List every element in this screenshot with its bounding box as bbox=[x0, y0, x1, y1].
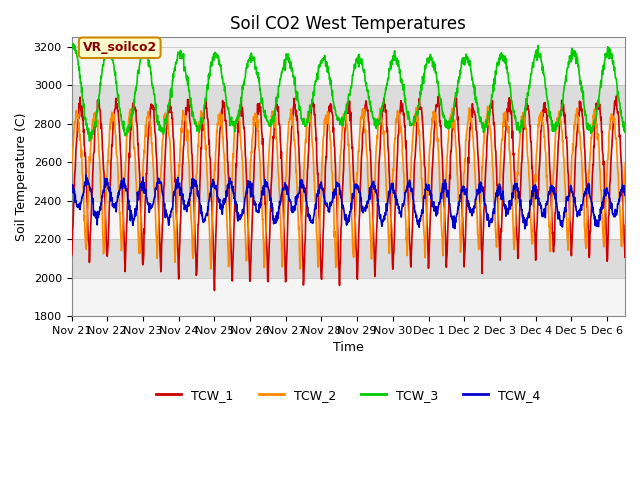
Line: TCW_4: TCW_4 bbox=[72, 175, 640, 229]
TCW_4 bbox=[157, 180, 165, 185]
TCW_4 bbox=[82, 172, 90, 178]
TCW_3 bbox=[493, 65, 500, 71]
Line: TCW_3: TCW_3 bbox=[72, 44, 640, 141]
TCW_3 bbox=[68, 46, 76, 52]
TCW_3 bbox=[639, 49, 640, 55]
TCW_3 bbox=[577, 82, 584, 87]
TCW_3 bbox=[158, 129, 166, 134]
TCW_1 bbox=[157, 269, 164, 275]
TCW_2 bbox=[332, 264, 340, 270]
TCW_3 bbox=[332, 113, 340, 119]
TCW_1 bbox=[492, 162, 500, 168]
TCW_3 bbox=[343, 108, 351, 114]
TCW_3 bbox=[86, 138, 93, 144]
TCW_1 bbox=[576, 106, 584, 112]
Y-axis label: Soil Temperature (C): Soil Temperature (C) bbox=[15, 112, 28, 241]
TCW_4 bbox=[343, 222, 351, 228]
TCW_4 bbox=[639, 190, 640, 195]
TCW_2 bbox=[343, 126, 351, 132]
TCW_2 bbox=[577, 137, 584, 143]
TCW_2 bbox=[493, 244, 500, 250]
TCW_1 bbox=[332, 179, 340, 184]
TCW_1 bbox=[343, 109, 351, 115]
TCW_3 bbox=[68, 41, 76, 47]
Title: Soil CO2 West Temperatures: Soil CO2 West Temperatures bbox=[230, 15, 466, 33]
Bar bbox=[72, 162, 625, 201]
TCW_2 bbox=[68, 169, 76, 175]
Line: TCW_1: TCW_1 bbox=[72, 96, 640, 290]
TCW_2 bbox=[207, 266, 214, 272]
Legend: TCW_1, TCW_2, TCW_3, TCW_4: TCW_1, TCW_2, TCW_3, TCW_4 bbox=[151, 384, 545, 407]
Text: VR_soilco2: VR_soilco2 bbox=[83, 41, 157, 54]
Line: TCW_2: TCW_2 bbox=[72, 107, 640, 269]
Bar bbox=[72, 85, 625, 124]
X-axis label: Time: Time bbox=[333, 341, 364, 354]
TCW_2 bbox=[484, 104, 492, 109]
TCW_4 bbox=[632, 209, 640, 215]
TCW_1 bbox=[639, 252, 640, 257]
TCW_1 bbox=[612, 93, 620, 99]
TCW_4 bbox=[332, 192, 340, 198]
TCW_4 bbox=[521, 226, 529, 232]
TCW_4 bbox=[68, 183, 76, 189]
TCW_4 bbox=[577, 206, 584, 212]
TCW_3 bbox=[632, 89, 640, 95]
TCW_2 bbox=[157, 173, 164, 179]
TCW_2 bbox=[632, 175, 640, 181]
TCW_1 bbox=[68, 253, 76, 259]
TCW_2 bbox=[639, 167, 640, 172]
TCW_1 bbox=[211, 288, 218, 293]
TCW_4 bbox=[492, 190, 500, 195]
Bar bbox=[72, 239, 625, 277]
TCW_1 bbox=[632, 121, 640, 127]
